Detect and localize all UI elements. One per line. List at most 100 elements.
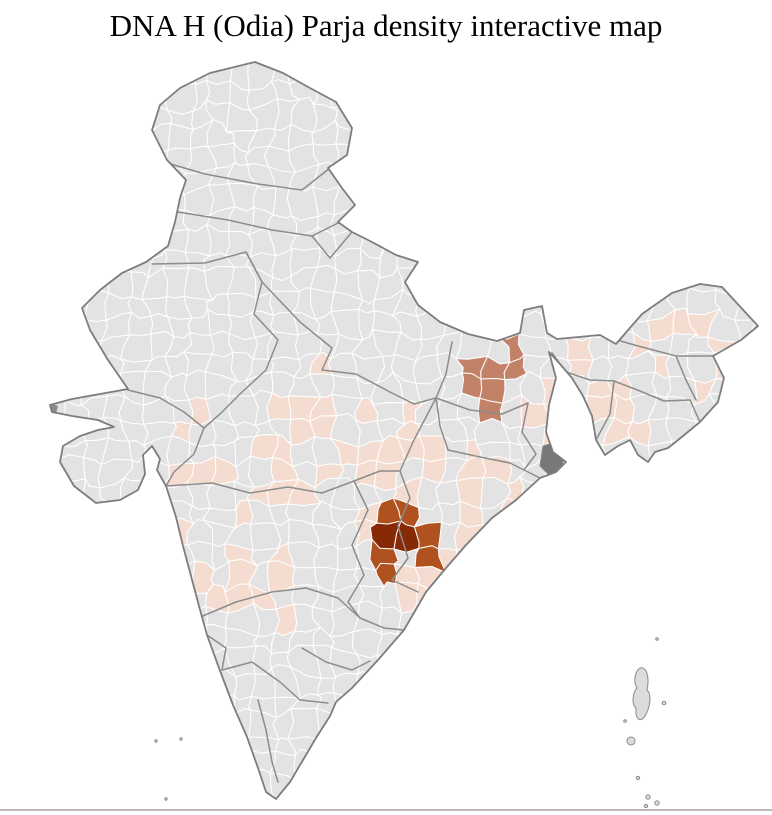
district-cell[interactable]	[650, 668, 670, 699]
district-cell[interactable]	[650, 39, 679, 67]
district-cell[interactable]	[120, 477, 153, 511]
district-cell[interactable]	[605, 84, 632, 111]
district-cell[interactable]	[60, 315, 85, 338]
district-cell[interactable]	[627, 84, 652, 113]
district-cell[interactable]	[691, 245, 713, 273]
district-cell[interactable]	[183, 718, 211, 737]
district-cell[interactable]	[397, 652, 425, 678]
district-cell[interactable]	[57, 161, 88, 187]
district-cell[interactable]	[163, 228, 189, 253]
district-cell[interactable]	[122, 522, 152, 546]
district-cell[interactable]	[624, 526, 657, 553]
district-cell[interactable]	[591, 124, 617, 149]
district-cell[interactable]	[330, 41, 364, 64]
district-cell[interactable]	[376, 124, 402, 148]
district-cell[interactable]	[749, 434, 772, 469]
district-cell[interactable]	[142, 560, 175, 589]
district-cell[interactable]	[126, 605, 151, 635]
district-cell[interactable]	[691, 203, 720, 235]
district-cell[interactable]	[147, 57, 173, 90]
district-cell[interactable]	[711, 793, 738, 815]
district-cell[interactable]	[734, 62, 762, 88]
district-cell[interactable]	[412, 128, 439, 146]
district-cell[interactable]	[13, 208, 47, 235]
district-cell[interactable]	[669, 39, 699, 65]
district-cell[interactable]	[188, 43, 209, 68]
district-cell[interactable]	[37, 293, 68, 319]
district-cell[interactable]	[476, 586, 508, 611]
district-cell[interactable]	[522, 771, 553, 798]
district-cell[interactable]	[627, 248, 657, 279]
district-cell[interactable]	[458, 563, 478, 593]
district-cell[interactable]	[118, 772, 152, 802]
district-cell[interactable]	[45, 101, 70, 128]
district-cell[interactable]	[735, 643, 762, 678]
district-cell[interactable]	[692, 627, 720, 653]
district-cell[interactable]	[440, 186, 466, 213]
district-cell[interactable]	[652, 540, 671, 576]
district-cell[interactable]	[590, 499, 612, 532]
district-cell[interactable]	[394, 138, 419, 175]
district-cell[interactable]	[603, 478, 635, 503]
district-cell[interactable]	[413, 140, 442, 172]
district-cell[interactable]	[718, 421, 733, 445]
district-cell[interactable]	[646, 166, 679, 196]
district-cell[interactable]	[687, 161, 718, 186]
district-cell[interactable]	[392, 687, 419, 719]
district-cell[interactable]	[478, 100, 500, 128]
district-cell[interactable]	[729, 728, 762, 761]
district-cell[interactable]	[36, 565, 69, 595]
district-cell[interactable]	[166, 587, 197, 614]
district-cell[interactable]	[522, 249, 543, 276]
district-cell[interactable]	[686, 791, 721, 815]
district-cell[interactable]	[668, 247, 695, 271]
district-cell[interactable]	[752, 728, 772, 761]
district-cell[interactable]	[564, 146, 593, 169]
district-cell[interactable]	[120, 587, 149, 612]
district-cell[interactable]	[38, 500, 66, 530]
district-cell[interactable]	[760, 63, 772, 83]
district-cell[interactable]	[716, 584, 739, 610]
district-mesh[interactable]	[13, 36, 772, 815]
district-cell[interactable]	[756, 693, 772, 717]
district-cell[interactable]	[731, 246, 755, 279]
district-cell[interactable]	[102, 543, 129, 566]
district-cell[interactable]	[80, 791, 111, 815]
district-cell[interactable]	[16, 460, 47, 487]
district-cell[interactable]	[16, 254, 48, 276]
district-cell[interactable]	[625, 483, 655, 501]
district-cell[interactable]	[568, 124, 597, 151]
district-cell[interactable]	[142, 629, 171, 657]
district-cell[interactable]	[602, 794, 635, 815]
district-cell[interactable]	[477, 710, 503, 734]
district-cell[interactable]	[17, 79, 47, 103]
district-cell[interactable]	[20, 45, 41, 63]
district-cell[interactable]	[652, 522, 675, 550]
district-cell[interactable]	[687, 122, 721, 148]
district-cell[interactable]	[757, 671, 772, 696]
district-cell[interactable]	[77, 729, 110, 759]
district-cell[interactable]	[62, 736, 88, 763]
district-cell[interactable]	[184, 688, 213, 721]
district-cell[interactable]	[287, 58, 316, 86]
district-cell[interactable]	[603, 677, 629, 700]
district-cell[interactable]	[609, 498, 629, 532]
district-cell[interactable]	[602, 62, 638, 91]
district-cell[interactable]	[79, 545, 109, 567]
district-cell[interactable]	[185, 652, 215, 670]
district-cell[interactable]	[371, 44, 396, 70]
district-cell[interactable]	[100, 608, 133, 634]
district-cell[interactable]	[59, 38, 87, 64]
district-cell[interactable]	[728, 420, 759, 439]
district-cell[interactable]	[24, 625, 41, 655]
district-cell[interactable]	[392, 672, 421, 694]
district-cell[interactable]	[580, 224, 616, 253]
district-cell[interactable]	[537, 232, 567, 251]
district-cell[interactable]	[82, 147, 111, 175]
district-cell[interactable]	[564, 455, 588, 491]
district-cell[interactable]	[728, 485, 758, 511]
district-cell[interactable]	[17, 102, 47, 128]
district-cell[interactable]	[522, 562, 553, 593]
district-cell[interactable]	[436, 670, 463, 700]
district-cell[interactable]	[645, 585, 677, 611]
